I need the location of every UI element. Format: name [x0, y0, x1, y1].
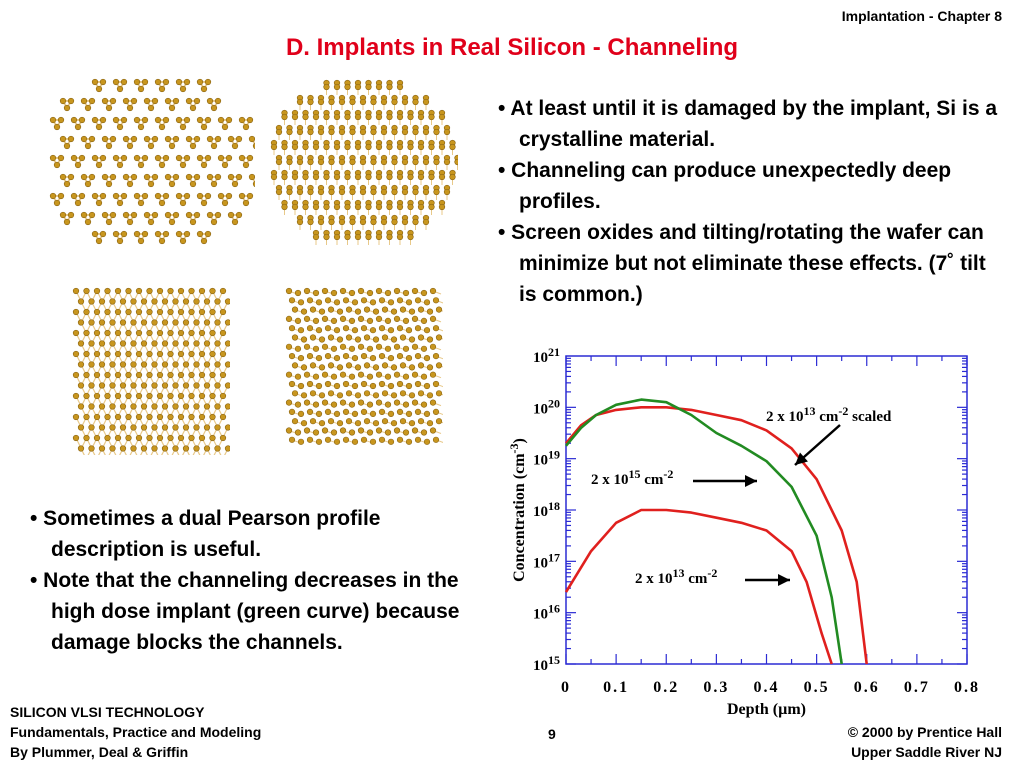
- y-axis-label: Concentration (cm-3): [507, 438, 528, 582]
- x-tick-label: 0.2: [653, 679, 679, 696]
- curve-annotation: 2 x 1013 cm-2: [635, 566, 717, 587]
- curve-annotation: 2 x 1015 cm-2: [591, 467, 673, 488]
- footer-publisher-location: Upper Saddle River NJ: [851, 744, 1002, 760]
- y-tick-label: 1018: [533, 499, 560, 520]
- series-line-2: [564, 508, 833, 665]
- lattice-view-110: [49, 78, 255, 245]
- x-axis-label: Depth (µm): [727, 701, 806, 718]
- bullet-item: • Note that the channeling decreases in …: [30, 569, 460, 654]
- x-tick-label: 0.6: [854, 679, 880, 696]
- x-tick-label: 0: [561, 679, 571, 696]
- slide-title: D. Implants in Real Silicon - Channeling: [285, 34, 739, 61]
- footer-authors: By Plummer, Deal & Griffin: [10, 744, 189, 760]
- concentration-depth-chart: 0 0.1 0.2 0.3 0.4 0.5 0.6 0.7 0.8 1021 1020 1019 101…: [507, 345, 980, 718]
- y-tick-label: 1019: [533, 448, 560, 469]
- y-tick-label: 1020: [533, 396, 560, 417]
- header-chapter: Implantation - Chapter 8: [841, 8, 1002, 24]
- arrow-head: [778, 574, 790, 586]
- lattice-view-tilted-1: [270, 79, 458, 245]
- bullets-right: • At least until it is damaged by the im…: [498, 93, 998, 310]
- footer-copyright: © 2000 by Prentice Hall: [847, 724, 1002, 740]
- bullet-item: • Channeling can produce unexpectedly de…: [498, 159, 952, 213]
- arrow-head: [795, 452, 808, 465]
- series-line-0: [565, 406, 868, 665]
- x-tick-label: 0.3: [703, 679, 729, 696]
- y-tick-label: 1017: [533, 550, 560, 571]
- x-tick-label: 0.4: [754, 679, 780, 696]
- y-tick-label: 1015: [533, 653, 560, 674]
- page-number: 9: [548, 726, 556, 742]
- bullet-item: • Sometimes a dual Pearson profile descr…: [30, 507, 381, 561]
- y-tick-label: 1021: [533, 345, 560, 366]
- bullet-item: • At least until it is damaged by the im…: [498, 97, 998, 151]
- footer-book-title: SILICON VLSI TECHNOLOGY: [10, 704, 205, 720]
- x-tick-label: 0.5: [804, 679, 830, 696]
- x-tick-label: 0.8: [954, 679, 980, 696]
- bullets-left: • Sometimes a dual Pearson profile descr…: [30, 503, 490, 658]
- lattice-view-tilted-2: [285, 287, 443, 445]
- footer-right: © 2000 by Prentice Hall Upper Saddle Riv…: [848, 722, 1002, 762]
- bullet-item: • Screen oxides and tilting/rotating the…: [498, 221, 986, 306]
- x-tick-label: 0.1: [603, 679, 629, 696]
- curve-annotation: 2 x 1013 cm-2 scaled: [766, 404, 892, 425]
- lattice-view-100: [72, 287, 230, 455]
- arrow-head: [745, 475, 757, 487]
- footer-left: SILICON VLSI TECHNOLOGY Fundamentals, Pr…: [10, 702, 261, 762]
- y-tick-label: 1016: [533, 602, 560, 623]
- series-line-1: [565, 398, 843, 665]
- x-tick-label: 0.7: [904, 679, 930, 696]
- footer-book-subtitle: Fundamentals, Practice and Modeling: [10, 724, 262, 740]
